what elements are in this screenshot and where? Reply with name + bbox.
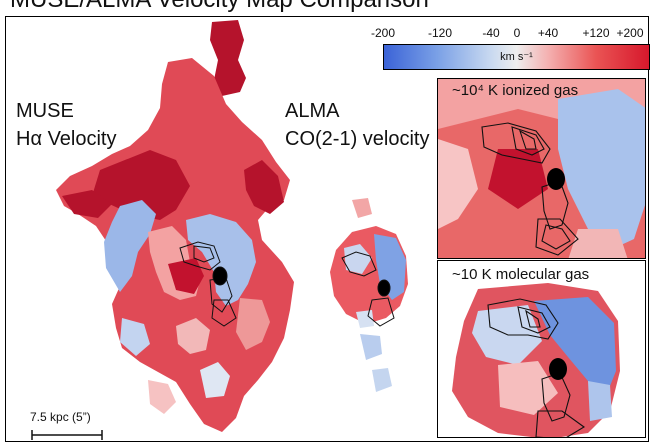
colorbar-unit: km s⁻¹ (500, 51, 533, 63)
colorbar-tick-label: -120 (427, 26, 453, 40)
inset-ionized-gas: ~10⁴ K ionized gas (437, 78, 646, 259)
inset-molecular-gas: ~10 K molecular gas (437, 260, 646, 438)
figure-frame (5, 16, 649, 442)
alma-label-line1: ALMA (285, 100, 340, 122)
inset-molecular-label: ~10 K molecular gas (452, 266, 590, 283)
colorbar: km s⁻¹ (383, 44, 650, 70)
muse-label-line1: MUSE (16, 100, 74, 122)
scale-bar-label: 7.5 kpc (5”) (30, 410, 91, 424)
colorbar-tick-label: +200 (616, 26, 644, 40)
colorbar-tick-label: -40 (482, 26, 500, 40)
muse-label-line2: Hα Velocity (16, 128, 117, 150)
muse-velocity-map (56, 20, 294, 432)
inset-ionized-map (438, 79, 645, 258)
figure-title: MUSE/ALMA Velocity Map Comparison (10, 0, 429, 14)
inset-ionized-label: ~10⁴ K ionized gas (452, 82, 579, 99)
colorbar-tick-label: +120 (582, 26, 610, 40)
alma-velocity-map (330, 198, 408, 392)
colorbar-tick-label: 0 (513, 26, 521, 40)
inset-molecular-map (438, 261, 645, 437)
scale-bar (31, 430, 103, 440)
colorbar-tick-label: -200 (370, 26, 396, 40)
muse-contours (179, 241, 237, 327)
alma-label-line2: CO(2-1) velocity (285, 128, 430, 150)
alma-contours (341, 251, 395, 327)
colorbar-tick-label: +40 (537, 26, 559, 40)
